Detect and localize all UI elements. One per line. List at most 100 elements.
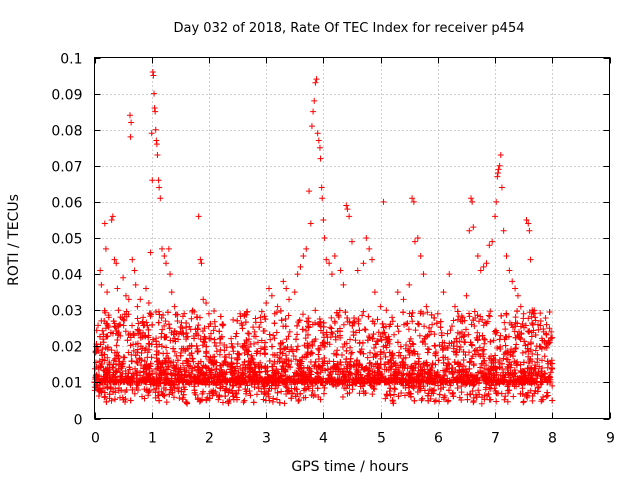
data-point	[533, 343, 540, 350]
data-point	[513, 378, 520, 385]
data-point	[315, 355, 322, 362]
data-point	[398, 389, 405, 396]
data-point	[493, 365, 500, 372]
data-point	[520, 399, 527, 406]
data-point	[328, 271, 335, 278]
data-point	[155, 177, 162, 184]
data-point	[474, 329, 481, 336]
data-point	[320, 319, 327, 326]
data-point	[520, 398, 527, 405]
data-point	[311, 391, 318, 398]
data-point	[444, 356, 451, 363]
data-point	[430, 387, 437, 394]
data-point	[278, 388, 285, 395]
data-point	[241, 312, 248, 319]
data-point	[505, 370, 512, 377]
data-point	[243, 378, 250, 385]
data-point	[297, 390, 304, 397]
data-point	[262, 363, 269, 370]
data-point	[156, 375, 163, 382]
data-point	[156, 397, 163, 404]
data-point	[281, 367, 288, 374]
data-point	[505, 365, 512, 372]
data-point	[380, 343, 387, 350]
data-point	[104, 320, 111, 327]
data-point	[394, 289, 401, 296]
data-point	[517, 361, 524, 368]
data-point	[466, 349, 473, 356]
data-point	[312, 79, 319, 86]
data-point	[102, 245, 109, 252]
data-point	[165, 321, 172, 328]
data-point	[219, 371, 226, 378]
data-point	[464, 396, 471, 403]
data-point	[192, 373, 199, 380]
data-point	[477, 313, 484, 320]
data-point	[407, 335, 414, 342]
data-point	[318, 184, 325, 191]
data-point	[549, 397, 556, 404]
data-point	[527, 346, 534, 353]
data-point	[500, 369, 507, 376]
data-point	[113, 367, 120, 374]
data-point	[248, 381, 255, 388]
data-point	[160, 367, 167, 374]
data-point	[493, 198, 500, 205]
data-point	[234, 317, 241, 324]
data-point	[119, 394, 126, 401]
data-point	[396, 349, 403, 356]
data-point	[509, 353, 516, 360]
data-point	[242, 386, 249, 393]
data-point	[191, 364, 198, 371]
data-point	[285, 312, 292, 319]
data-point	[440, 367, 447, 374]
data-point	[264, 378, 271, 385]
data-point	[511, 328, 518, 335]
data-point	[518, 368, 525, 375]
data-point	[481, 340, 488, 347]
data-point	[291, 289, 298, 296]
data-point	[329, 368, 336, 375]
data-point	[189, 355, 196, 362]
data-point	[187, 378, 194, 385]
data-point	[510, 348, 517, 355]
data-point	[270, 332, 277, 339]
data-point	[404, 320, 411, 327]
data-point	[323, 331, 330, 338]
data-point	[223, 354, 230, 361]
data-point	[292, 393, 299, 400]
data-point	[201, 325, 208, 332]
data-point	[277, 307, 284, 314]
x-tick-label: 4	[319, 431, 328, 447]
data-point	[274, 303, 281, 310]
data-point	[202, 372, 209, 379]
data-point	[543, 393, 550, 400]
data-point	[168, 375, 175, 382]
data-point	[487, 371, 494, 378]
y-tick-label: 0.06	[51, 196, 82, 212]
data-point	[237, 365, 244, 372]
data-point	[146, 365, 153, 372]
data-point	[513, 362, 520, 369]
data-point	[117, 321, 124, 328]
data-point	[539, 365, 546, 372]
data-point	[481, 365, 488, 372]
data-point	[450, 343, 457, 350]
data-point	[213, 365, 220, 372]
data-point	[148, 311, 155, 318]
data-point	[94, 383, 101, 390]
data-point	[313, 369, 320, 376]
data-point	[260, 396, 267, 403]
data-point	[406, 281, 413, 288]
data-point	[184, 400, 191, 407]
data-point	[213, 342, 220, 349]
data-point	[263, 299, 270, 306]
data-point	[407, 393, 414, 400]
data-point	[518, 331, 525, 338]
data-point	[395, 370, 402, 377]
data-point	[425, 346, 432, 353]
data-point	[319, 362, 326, 369]
data-point	[471, 322, 478, 329]
data-point	[180, 384, 187, 391]
data-point	[216, 362, 223, 369]
